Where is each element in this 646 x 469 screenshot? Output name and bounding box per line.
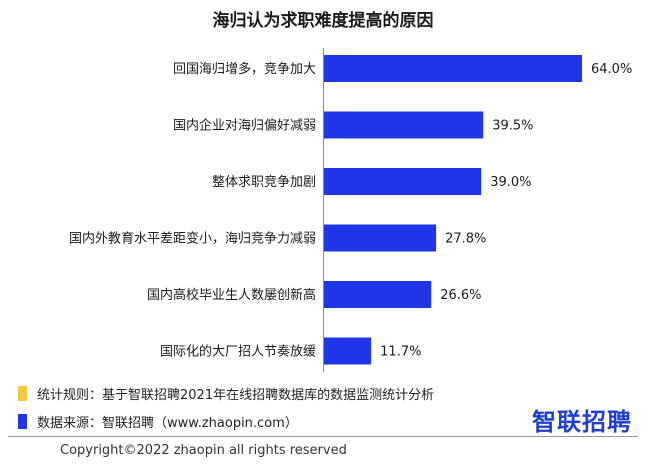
source-swatch [18, 413, 27, 429]
category-label: 国内外教育水平差距变小，海归竞争力减弱 [69, 231, 316, 247]
logo-text: 智联招聘 [532, 408, 632, 436]
category-label: 国内高校毕业生人数屡创新高 [147, 287, 316, 303]
chart-title: 海归认为求职难度提高的原因 [213, 10, 434, 31]
bar [324, 168, 482, 195]
value-label: 26.6% [440, 288, 481, 303]
category-label: 国际化的大厂招人节奏放缓 [160, 344, 316, 360]
category-label: 国内企业对海归偏好减弱 [173, 118, 316, 134]
category-label: 整体求职竞争加剧 [212, 174, 316, 190]
bar [324, 111, 484, 139]
value-label: 27.8% [445, 232, 486, 247]
category-label: 回国海归增多，竞争加大 [173, 61, 316, 77]
footer-divider [8, 436, 638, 437]
bar [324, 281, 432, 308]
value-label: 64.0% [591, 62, 632, 77]
source-text: 数据来源：智联招聘（www.zhaopin.com） [37, 415, 298, 431]
rule-text: 统计规则：基于智联招聘2021年在线招聘数据库的数据监测统计分析 [37, 387, 435, 403]
zhaopin-logo: 智联招聘 [532, 402, 632, 437]
bar [324, 337, 372, 365]
rule-note: 统计规则：基于智联招聘2021年在线招聘数据库的数据监测统计分析 [18, 384, 435, 403]
rule-swatch [18, 385, 27, 401]
bar [324, 224, 437, 252]
bar [324, 55, 582, 82]
copyright-text: Copyright©2022 zhaopin all rights reserv… [60, 443, 347, 458]
bar-chart: 海归认为求职难度提高的原因 回国海归增多，竞争加大 64.0% 国内企业对海归偏好减… [69, 10, 632, 372]
bars-layer: 回国海归增多，竞争加大 64.0% 国内企业对海归偏好减弱 39.5% 整体求职竞争加剧… [69, 55, 632, 365]
value-label: 39.0% [490, 175, 531, 190]
value-label: 11.7% [380, 345, 421, 360]
footer: 统计规则：基于智联招聘2021年在线招聘数据库的数据监测统计分析 数据来源：智联… [0, 380, 646, 469]
value-label: 39.5% [492, 119, 533, 134]
source-note: 数据来源：智联招聘（www.zhaopin.com） [18, 412, 298, 431]
